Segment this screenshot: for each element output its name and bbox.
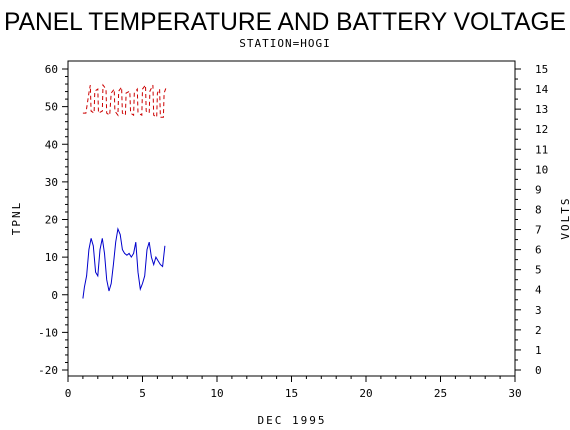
x-tick-label: 10 — [210, 387, 223, 400]
chart-subtitle: STATION=HOGI — [239, 37, 330, 50]
y2-tick-label: 2 — [535, 324, 542, 337]
series-layer — [82, 83, 167, 299]
y2-tick-label: 0 — [535, 364, 542, 377]
y-axis-left: -20 -10 0 10 20 30 40 50 60 — [38, 63, 68, 377]
y2-tick-label: 3 — [535, 304, 542, 317]
plot-frame — [67, 60, 516, 377]
y2-tick-label: 6 — [535, 244, 542, 257]
y-axis-label: TPNL — [10, 201, 23, 236]
y-tick-label: 30 — [45, 176, 58, 189]
x-axis-label: DEC 1995 — [258, 414, 327, 427]
y2-tick-label: 8 — [535, 203, 542, 216]
y-tick-label: 60 — [45, 63, 58, 76]
y2-tick-label: 1 — [535, 344, 542, 357]
y2-tick-label: 9 — [535, 183, 542, 196]
x-tick-label: 0 — [65, 387, 72, 400]
y2-tick-label: 4 — [535, 284, 542, 297]
x-tick-label: 20 — [359, 387, 372, 400]
y2-tick-label: 7 — [535, 224, 542, 237]
x-axis: 0 5 10 15 20 25 30 — [65, 376, 522, 400]
y2-tick-label: 15 — [535, 63, 548, 76]
x-tick-label: 5 — [139, 387, 146, 400]
y2-tick-label: 5 — [535, 264, 542, 277]
y2-axis-label: VOLTS — [559, 196, 570, 239]
y-tick-label: 0 — [51, 289, 58, 302]
y-tick-label: 10 — [45, 251, 58, 264]
y2-tick-label: 13 — [535, 103, 548, 116]
x-tick-label: 25 — [434, 387, 447, 400]
x-tick-label: 15 — [285, 387, 298, 400]
y-tick-label: -10 — [38, 326, 58, 339]
y2-tick-label: 12 — [535, 123, 548, 136]
y2-tick-label: 14 — [535, 83, 549, 96]
y-tick-label: 50 — [45, 101, 58, 114]
y-tick-label: 40 — [45, 138, 58, 151]
chart-title: PANEL TEMPERATURE AND BATTERY VOLTAGE — [4, 8, 566, 36]
y-tick-label: -20 — [38, 364, 58, 377]
y-tick-label: 20 — [45, 214, 58, 227]
x-tick-label: 30 — [508, 387, 521, 400]
y2-tick-label: 10 — [535, 163, 548, 176]
series-line-2 — [82, 83, 167, 119]
y2-tick-label: 11 — [535, 143, 548, 156]
series-line-1 — [82, 227, 166, 299]
